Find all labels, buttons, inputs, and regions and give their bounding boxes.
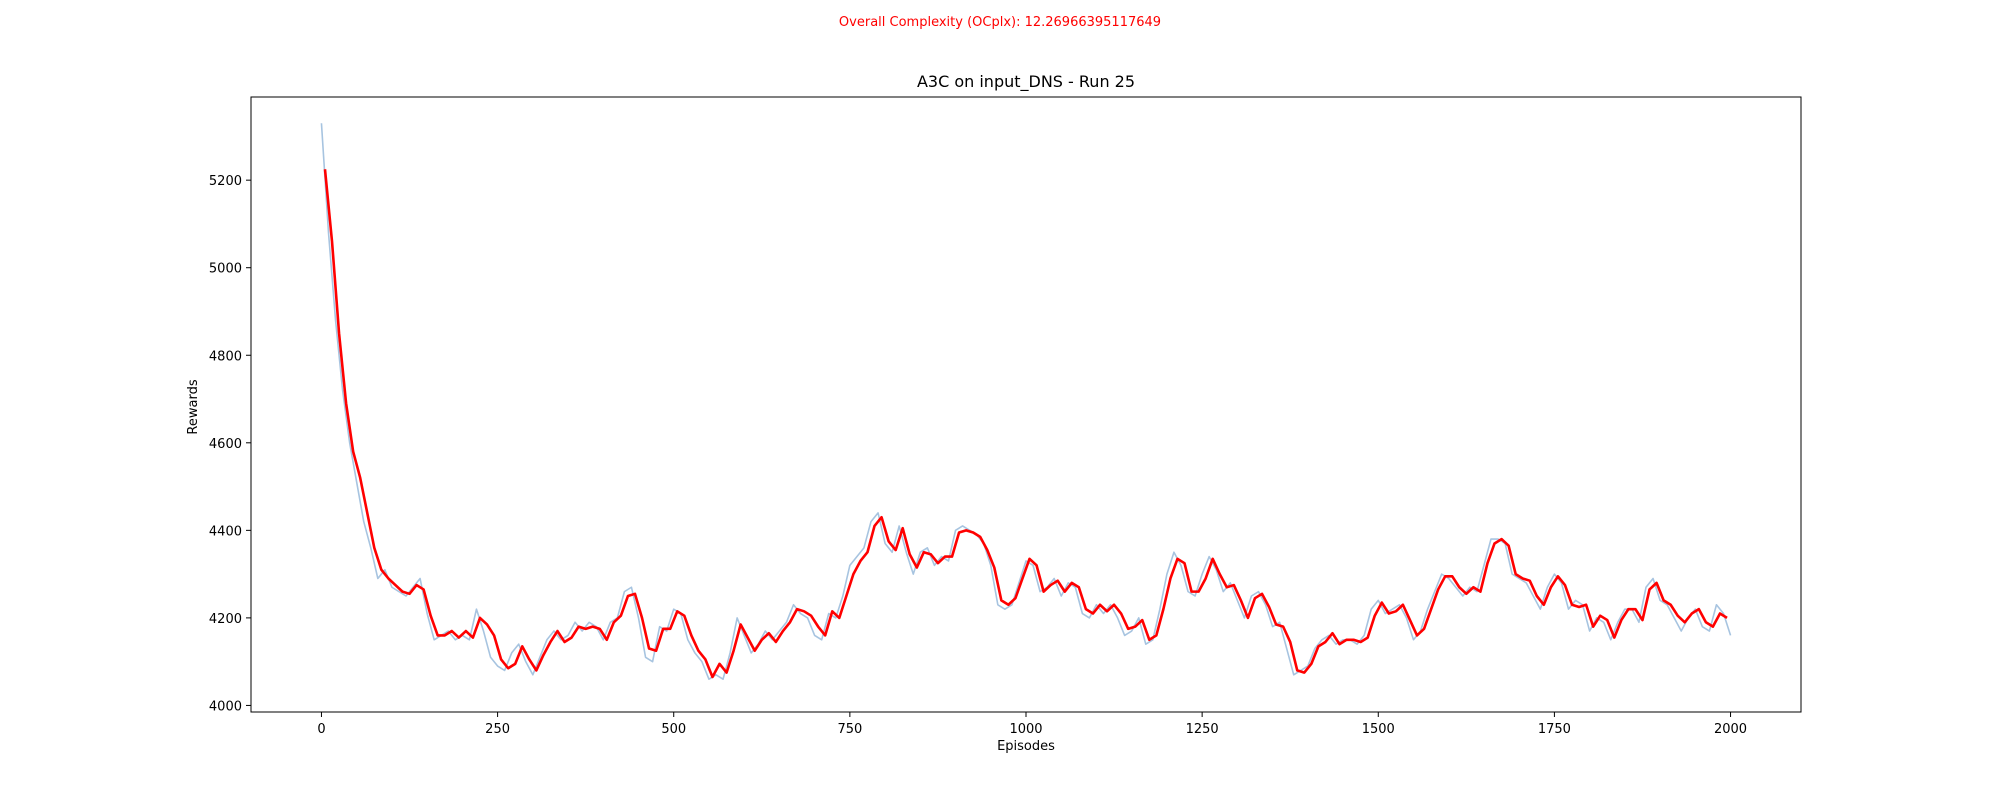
y-tick-label: 4400 [209,524,242,539]
y-tick-label: 4000 [209,699,242,714]
smoothed-rewards-line [323,169,1728,679]
y-tick-label: 4200 [209,612,242,627]
x-tick-label: 2000 [1714,722,1747,737]
x-tick-label: 0 [317,722,325,737]
x-tick-label: 1750 [1538,722,1571,737]
y-tick-label: 5200 [209,174,242,189]
y-axis: 4000 4200 4400 4600 4800 5000 5200 [209,174,251,714]
x-tick-label: 1000 [1009,722,1042,737]
y-tick-label: 5000 [209,262,242,277]
raw-rewards-line [320,123,1732,680]
plot-frame [250,96,1802,713]
x-tick-label: 500 [661,722,686,737]
x-tick-label: 250 [485,722,510,737]
suptitle: Overall Complexity (OCplx): 12.269663951… [839,15,1161,30]
chart-title: A3C on input_DNS - Run 25 [917,72,1135,92]
plot-area [320,123,1732,680]
y-tick-label: 4800 [209,349,242,364]
x-axis-label: Episodes [997,739,1055,754]
y-axis-label: Rewards [186,379,201,434]
x-tick-label: 1250 [1186,722,1219,737]
x-axis: 0 250 500 750 1000 1250 1500 1750 2000 [317,712,1747,737]
x-tick-label: 1500 [1362,722,1395,737]
x-tick-label: 750 [837,722,862,737]
y-tick-label: 4600 [209,437,242,452]
